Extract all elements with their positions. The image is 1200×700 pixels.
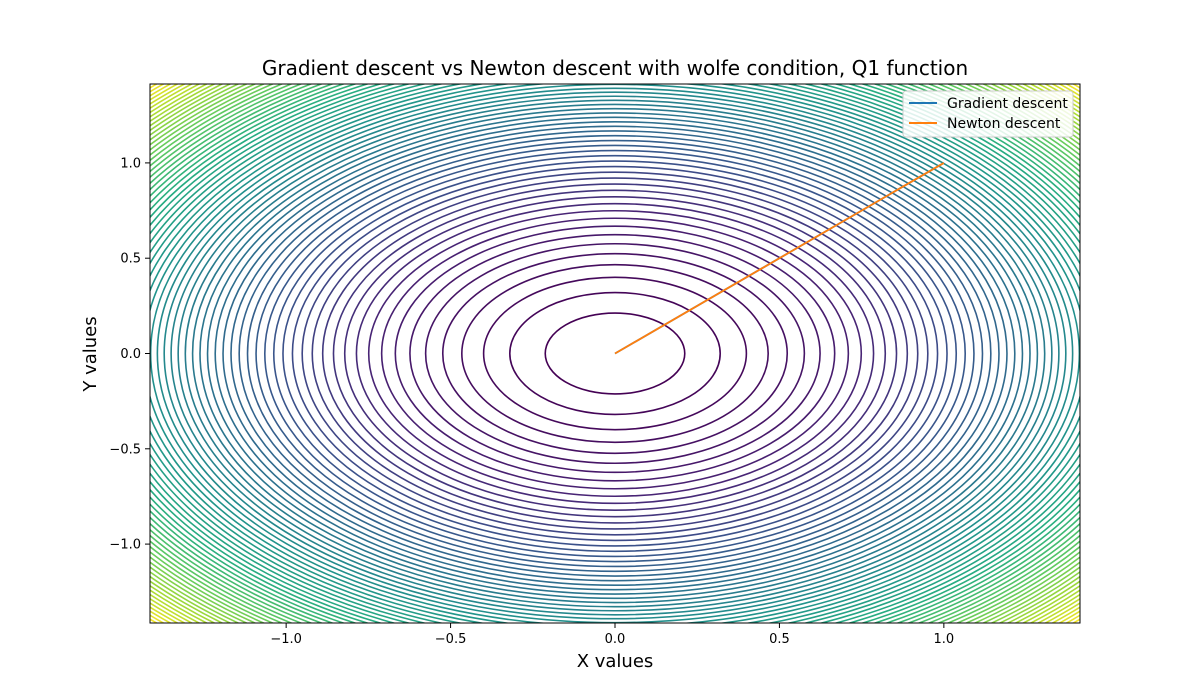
contour-line	[177, 99, 1053, 608]
contour-line	[441, 252, 789, 455]
x-axis-ticks: −1.0 −0.5 0.0 0.5 1.0	[270, 623, 954, 647]
x-tick-label: −0.5	[435, 632, 467, 647]
y-axis-label: Y values	[80, 316, 101, 392]
contour-line	[255, 144, 975, 563]
contour-line	[332, 189, 898, 518]
contour-line	[199, 112, 1031, 595]
legend-label-gradient-descent: Gradient descent	[947, 96, 1068, 112]
contour-line	[272, 154, 958, 553]
x-tick-label: −1.0	[270, 632, 302, 647]
y-axis-ticks: −1.0 −0.5 0.0 0.5 1.0	[109, 156, 150, 553]
contour-line	[230, 130, 1000, 577]
contour-line	[238, 134, 992, 573]
contour-line	[184, 103, 1046, 604]
contour-line	[509, 291, 721, 416]
contour-line	[163, 91, 1067, 616]
chart-title: Gradient descent vs Newton descent with …	[262, 56, 968, 80]
series-lines	[614, 162, 945, 355]
contour-line	[544, 312, 686, 395]
contour-line	[291, 165, 939, 542]
x-tick-label: 0.0	[605, 632, 626, 647]
contour-line	[191, 107, 1039, 600]
contour-line	[222, 125, 1008, 582]
contour-line	[311, 177, 919, 530]
y-tick-label: 1.0	[120, 156, 141, 171]
y-tick-label: −0.5	[109, 442, 141, 457]
x-axis-label: X values	[577, 651, 654, 672]
contour-line	[367, 209, 863, 498]
series-line-newton-descent	[614, 162, 945, 355]
contour-line	[156, 87, 1074, 620]
contour-line	[409, 233, 821, 474]
contour-line	[246, 139, 984, 568]
x-tick-label: 1.0	[934, 632, 955, 647]
contour-line	[461, 263, 769, 444]
contour-line	[214, 120, 1016, 587]
contour-line	[380, 217, 850, 490]
contour-line	[170, 95, 1060, 612]
y-tick-label: −1.0	[109, 538, 141, 553]
contour-line	[343, 196, 887, 511]
contour-line	[321, 183, 909, 524]
legend-label-newton-descent: Newton descent	[947, 116, 1061, 132]
legend: Gradient descent Newton descent	[902, 90, 1074, 138]
y-tick-label: 0.0	[120, 347, 141, 362]
x-tick-label: 0.5	[769, 632, 790, 647]
contour-line	[424, 242, 806, 465]
contour-line	[301, 171, 929, 536]
contour-line	[482, 276, 748, 431]
contour-line	[263, 149, 967, 558]
contour-line	[150, 84, 1080, 623]
contour-line	[394, 225, 836, 482]
legend-box	[902, 90, 1074, 138]
contour-line	[206, 116, 1024, 591]
y-tick-label: 0.5	[120, 252, 141, 267]
contour-line	[355, 202, 875, 505]
contour-line	[282, 160, 948, 547]
